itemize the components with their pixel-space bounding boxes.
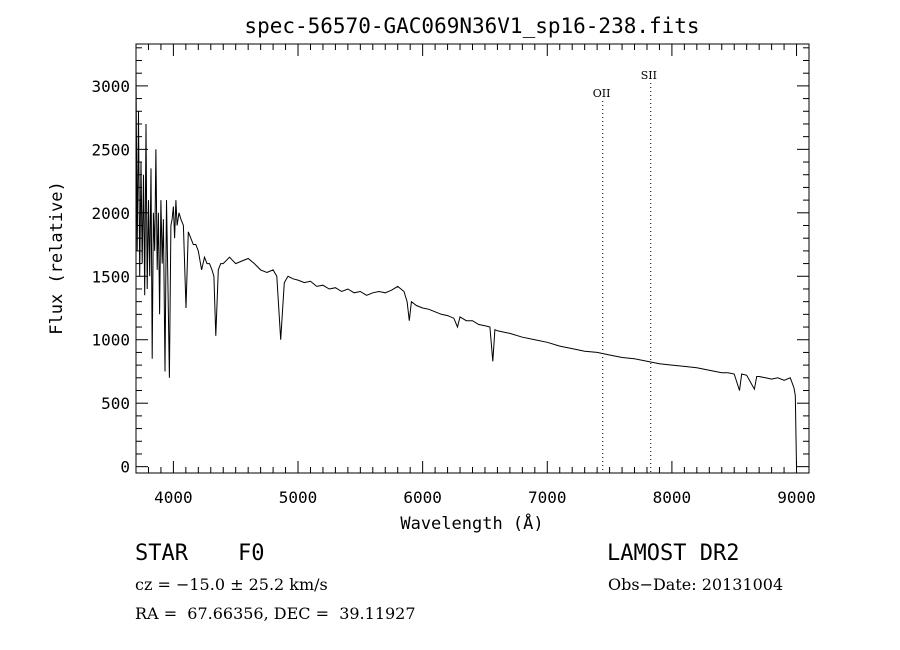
y-tick-label: 2500 [91, 140, 130, 159]
object-class: STAR [135, 541, 188, 566]
observation-date: Obs−Date: 20131004 [608, 575, 784, 594]
x-tick-label: 5000 [279, 488, 318, 507]
redshift-cz: cz = −15.0 ± 25.2 km/s [135, 575, 328, 594]
x-tick-label: 4000 [154, 488, 193, 507]
y-tick-label: 1500 [91, 267, 130, 286]
spectral-line-markers: OII SII [593, 69, 657, 473]
y-axis-ticks: 0 500 1000 1500 2000 2500 3000 [91, 47, 809, 477]
x-axis-label: Wavelength (Å) [400, 512, 543, 534]
survey-name: LAMOST DR2 [607, 541, 740, 566]
spectral-subclass: F0 [238, 541, 265, 566]
y-tick-label: 0 [120, 458, 130, 477]
marker-label: OII [593, 87, 611, 100]
x-tick-label: 7000 [528, 488, 567, 507]
chart-title: spec-56570-GAC069N36V1_sp16-238.fits [244, 14, 699, 38]
series-flux-line [135, 73, 797, 467]
y-tick-label: 500 [101, 394, 130, 413]
x-tick-label: 8000 [653, 488, 692, 507]
y-axis-label: Flux (relative) [47, 181, 67, 335]
x-axis-ticks: 4000 5000 6000 7000 8000 9000 [147, 44, 816, 507]
y-tick-label: 1000 [91, 331, 130, 350]
y-tick-label: 3000 [91, 77, 130, 96]
coordinates: RA = 67.66356, DEC = 39.11927 [135, 604, 416, 623]
y-tick-label: 2000 [91, 204, 130, 223]
marker-label: SII [641, 69, 657, 82]
x-tick-label: 6000 [403, 488, 442, 507]
plot-frame [135, 43, 810, 474]
x-tick-label: 9000 [777, 488, 816, 507]
